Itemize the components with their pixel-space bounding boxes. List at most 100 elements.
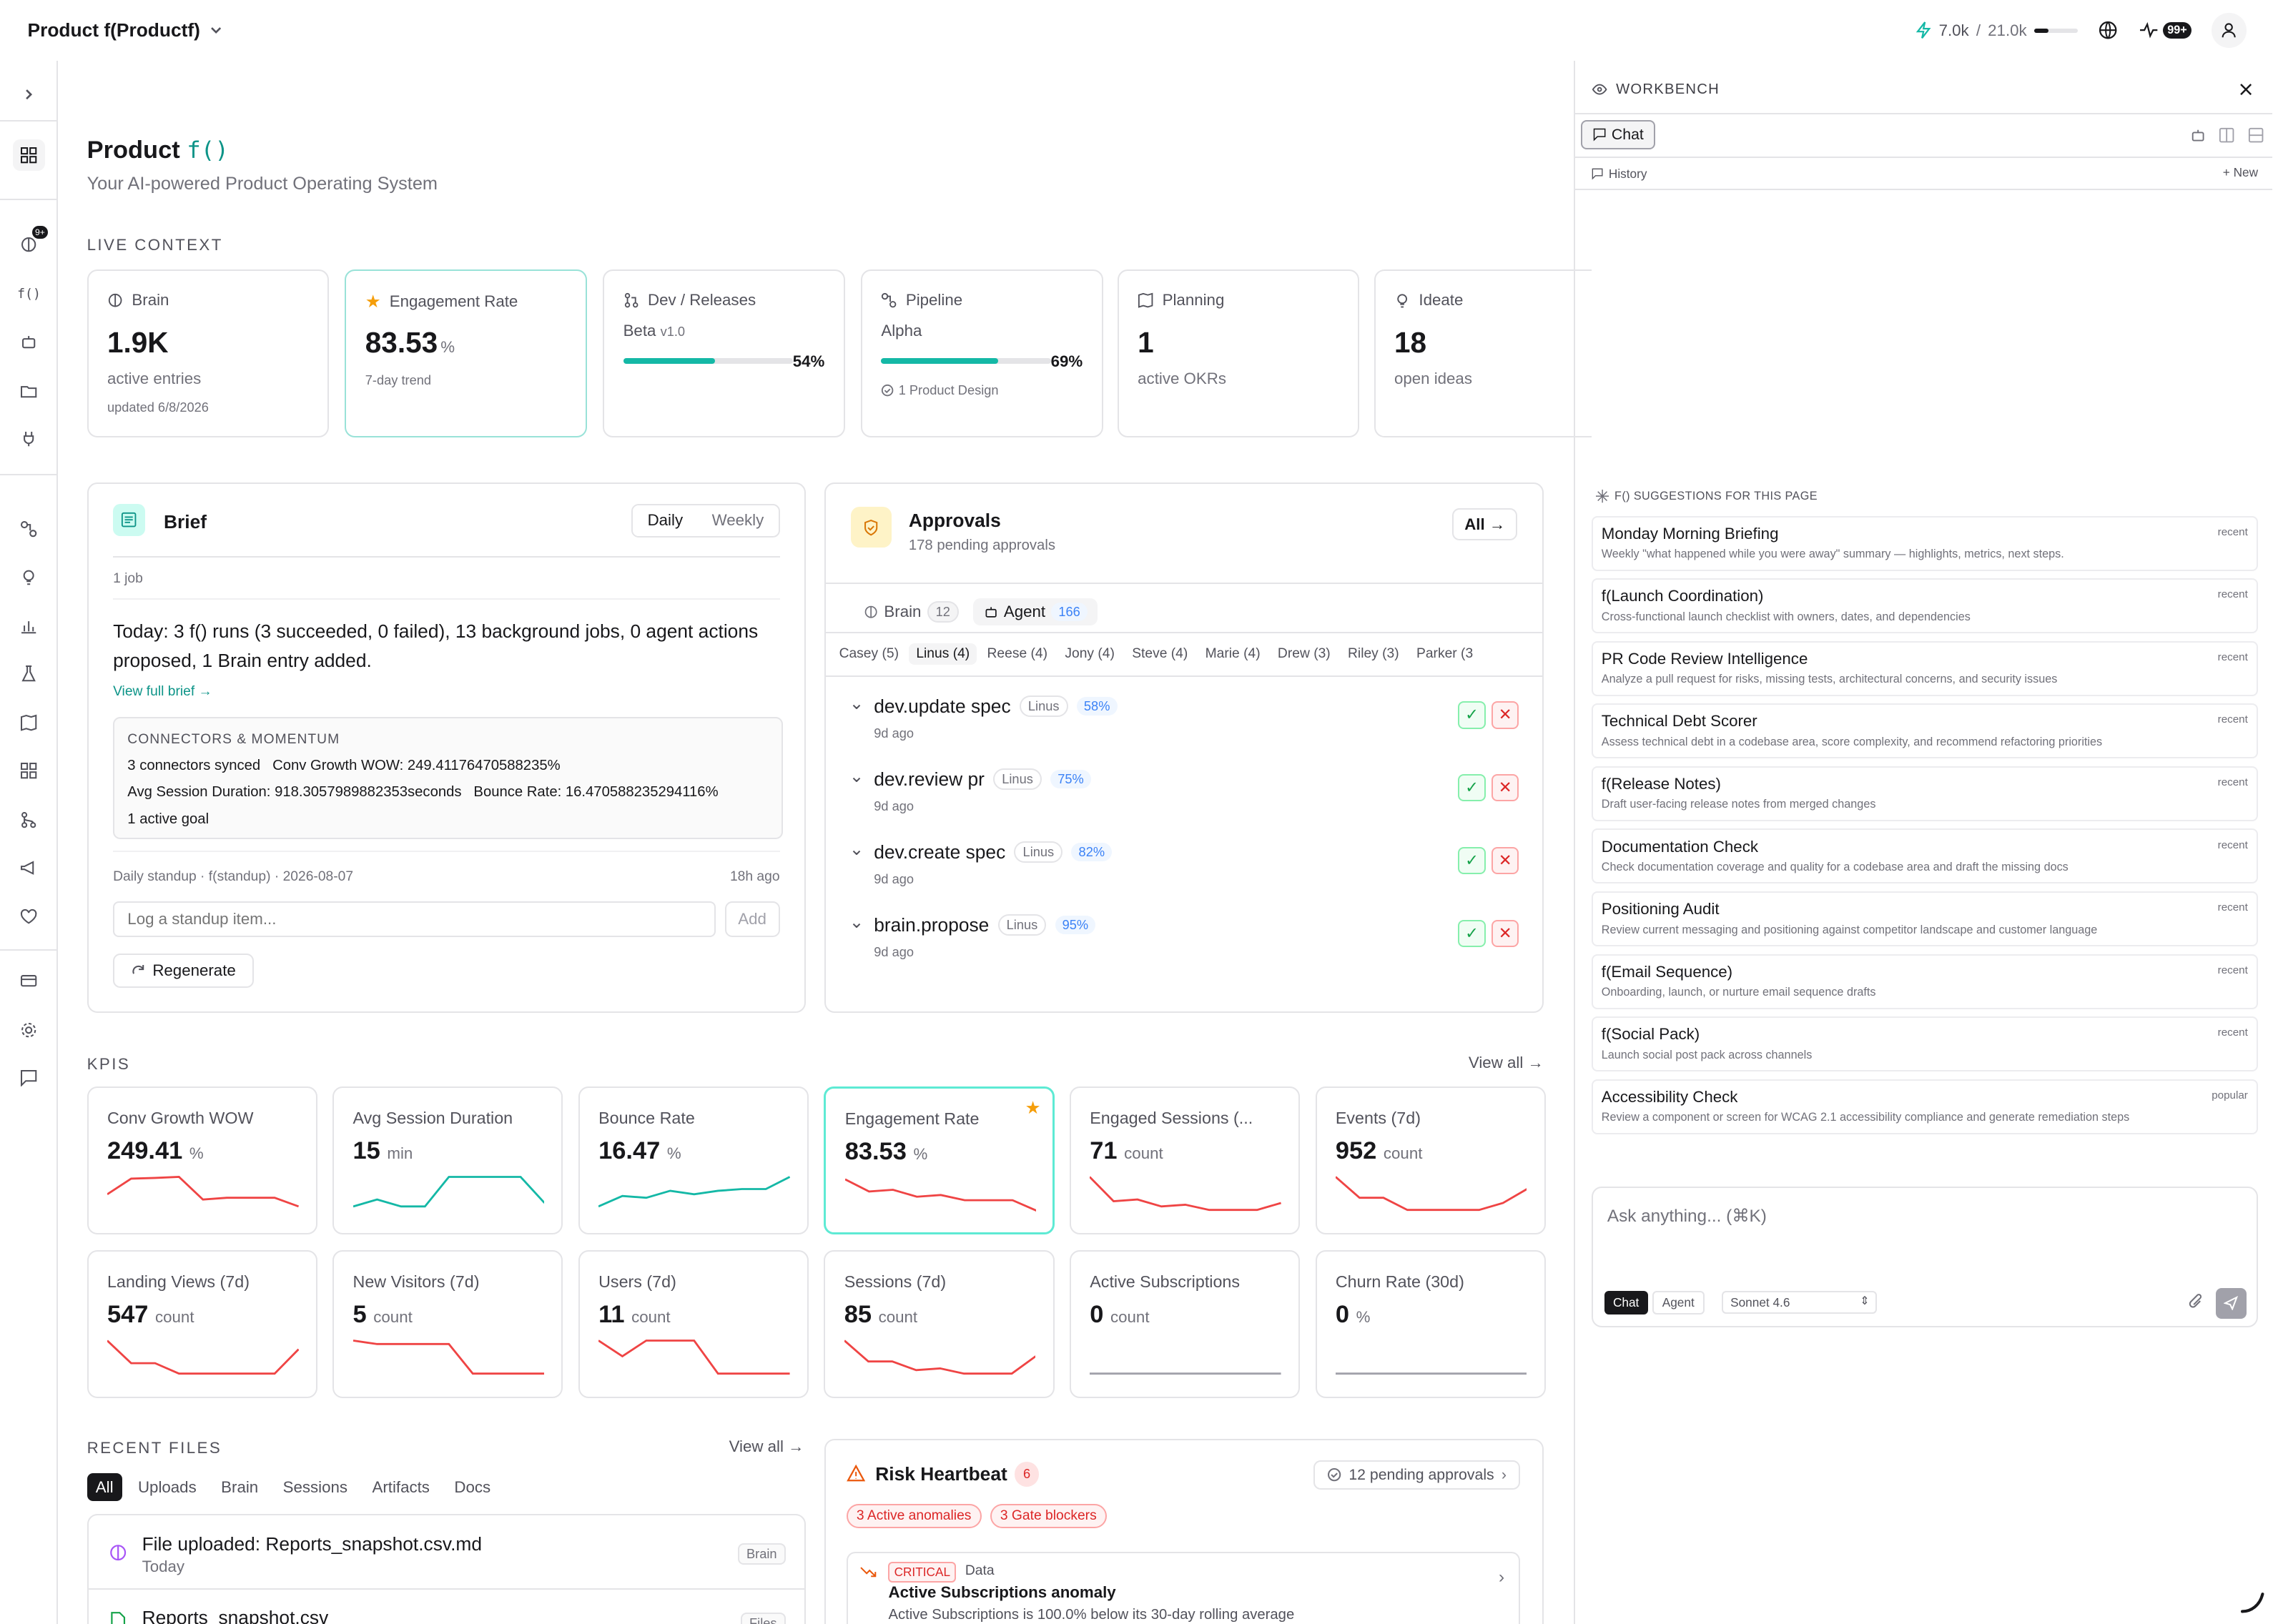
- add-button[interactable]: Add: [724, 901, 780, 938]
- kpi-card[interactable]: Active Subscriptions 0 count: [1069, 1250, 1301, 1399]
- functions-icon[interactable]: f(): [17, 286, 41, 302]
- kpi-card[interactable]: Events (7d) 952 count: [1315, 1086, 1546, 1234]
- folder-icon[interactable]: [13, 375, 45, 407]
- git-branch-icon[interactable]: [13, 804, 45, 836]
- reject-button[interactable]: ✕: [1491, 773, 1519, 802]
- reject-button[interactable]: ✕: [1491, 919, 1519, 948]
- kpi-card[interactable]: Churn Rate (30d) 0 %: [1315, 1250, 1546, 1399]
- gear-icon[interactable]: [13, 1014, 45, 1046]
- tab-daily[interactable]: Daily: [633, 505, 698, 536]
- kpi-card[interactable]: New Visitors (7d) 5 count: [332, 1250, 563, 1399]
- pending-approvals-button[interactable]: 12 pending approvals ›: [1313, 1460, 1521, 1490]
- split-view-icon[interactable]: [2219, 127, 2234, 143]
- suggestion-item[interactable]: Technical Debt Scorer Assess technical de…: [1591, 703, 2259, 759]
- person-filter[interactable]: Steve (4): [1132, 645, 1188, 661]
- chevron-down-icon[interactable]: ⌄: [849, 693, 864, 713]
- list-item[interactable]: Reports_snapshot.csv Files: [89, 1590, 804, 1624]
- person-filter[interactable]: Drew (3): [1277, 645, 1331, 661]
- brain-card[interactable]: Brain 1.9K active entries updated 6/8/20…: [87, 269, 330, 438]
- approve-button[interactable]: ✓: [1458, 919, 1486, 948]
- dashboard-icon[interactable]: [13, 139, 45, 172]
- engagement-card[interactable]: ★ Engagement Rate 83.53% 7-day trend: [345, 269, 587, 438]
- reject-button[interactable]: ✕: [1491, 846, 1519, 875]
- chevron-down-icon[interactable]: ⌄: [849, 912, 864, 932]
- message-icon[interactable]: [13, 1062, 45, 1094]
- view-full-brief-link[interactable]: View full brief →: [113, 683, 212, 699]
- list-item[interactable]: File uploaded: Reports_snapshot.csv.md T…: [88, 1515, 804, 1590]
- suggestion-item[interactable]: f(Release Notes) Draft user-facing releas…: [1591, 766, 2259, 821]
- flask-icon[interactable]: [13, 658, 45, 690]
- person-filter[interactable]: Reese (4): [987, 645, 1048, 661]
- files-view-all-link[interactable]: View all →: [729, 1437, 804, 1455]
- new-chat-button[interactable]: + New: [2222, 165, 2259, 180]
- planning-card[interactable]: Planning 1 active OKRs: [1117, 269, 1360, 438]
- suggestion-item[interactable]: Accessibility Check Review a component or…: [1591, 1079, 2259, 1134]
- person-filter[interactable]: Riley (3): [1348, 645, 1399, 661]
- close-icon[interactable]: [2239, 83, 2252, 96]
- approve-button[interactable]: ✓: [1458, 846, 1486, 875]
- approve-button[interactable]: ✓: [1458, 701, 1486, 729]
- person-filter[interactable]: Linus (4): [909, 643, 977, 665]
- suggestion-item[interactable]: Positioning Audit Review current messagin…: [1591, 891, 2259, 947]
- pipeline-icon[interactable]: [13, 513, 45, 545]
- suggestion-item[interactable]: Documentation Check Check documentation c…: [1591, 828, 2259, 884]
- megaphone-icon[interactable]: [13, 852, 45, 884]
- kpi-card[interactable]: Engaged Sessions (... 71 count: [1069, 1086, 1301, 1234]
- ideate-card[interactable]: Ideate 18 open ideas: [1374, 269, 1592, 438]
- tab-chat[interactable]: Chat: [1581, 120, 1656, 149]
- all-approvals-button[interactable]: All →: [1452, 508, 1518, 541]
- plug-icon[interactable]: [13, 423, 45, 455]
- tab-agent[interactable]: Agent 166: [973, 598, 1098, 626]
- bar-chart-icon[interactable]: [13, 610, 45, 642]
- panel-layout-icon[interactable]: [2248, 127, 2264, 143]
- person-filter[interactable]: Parker (3: [1416, 645, 1474, 661]
- kpi-card[interactable]: Landing Views (7d) 547 count: [87, 1250, 317, 1399]
- kpi-card[interactable]: Avg Session Duration 15 min: [332, 1086, 563, 1234]
- brain-icon[interactable]: 9+: [13, 226, 48, 261]
- kpi-card[interactable]: Users (7d) 11 count: [578, 1250, 809, 1399]
- heart-pulse-icon[interactable]: [13, 901, 45, 934]
- file-tab[interactable]: All: [87, 1473, 122, 1501]
- kpi-card[interactable]: Conv Growth WOW 249.41 %: [87, 1086, 317, 1234]
- mode-chat[interactable]: Chat: [1604, 1291, 1648, 1315]
- file-tab[interactable]: Docs: [454, 1477, 491, 1496]
- send-button[interactable]: [2216, 1287, 2247, 1319]
- kpi-card[interactable]: ★ Engagement Rate 83.53 %: [824, 1086, 1055, 1234]
- file-tab[interactable]: Brain: [221, 1477, 259, 1496]
- bot-icon[interactable]: [13, 326, 45, 358]
- approve-button[interactable]: ✓: [1458, 773, 1486, 802]
- dev-releases-card[interactable]: Dev / Releases Beta v1.0 54%: [603, 269, 845, 438]
- suggestion-item[interactable]: PR Code Review Intelligence Analyze a pul…: [1591, 640, 2259, 696]
- lightbulb-icon[interactable]: [13, 560, 45, 593]
- mode-agent[interactable]: Agent: [1652, 1291, 1705, 1315]
- kpi-card[interactable]: Bounce Rate 16.47 %: [578, 1086, 809, 1234]
- paperclip-icon[interactable]: [2187, 1294, 2204, 1311]
- person-filter[interactable]: Jony (4): [1065, 645, 1115, 661]
- file-tab[interactable]: Sessions: [282, 1477, 348, 1496]
- standup-input[interactable]: [113, 901, 716, 938]
- suggestion-item[interactable]: f(Email Sequence) Onboarding, launch, or …: [1591, 954, 2259, 1009]
- gate-blockers-chip[interactable]: 3 Gate blockers: [990, 1503, 1107, 1529]
- person-filter[interactable]: Casey (5): [839, 645, 899, 661]
- person-filter[interactable]: Marie (4): [1205, 645, 1261, 661]
- file-tab[interactable]: Artifacts: [372, 1477, 430, 1496]
- activity-button[interactable]: 99+: [2139, 21, 2191, 39]
- approval-row[interactable]: dev.create spec Linus 82% ⌄ 9d ago ✓ ✕: [849, 836, 1519, 908]
- tab-brain[interactable]: Brain 12: [864, 597, 960, 627]
- reject-button[interactable]: ✕: [1491, 701, 1519, 729]
- bot-icon[interactable]: [2190, 127, 2206, 143]
- suggestion-item[interactable]: Monday Morning Briefing Weekly "what happ…: [1591, 515, 2259, 571]
- globe-icon[interactable]: [2098, 20, 2118, 40]
- kpi-card[interactable]: Sessions (7d) 85 count: [824, 1250, 1055, 1399]
- credit-card-icon[interactable]: [13, 965, 45, 997]
- file-tab[interactable]: Uploads: [137, 1477, 197, 1496]
- usage-meter[interactable]: 7.0k / 21.0k: [1915, 21, 2078, 40]
- chevron-down-icon[interactable]: ⌄: [849, 766, 864, 786]
- approval-row[interactable]: dev.review pr Linus 75% ⌄ 9d ago ✓ ✕: [849, 763, 1519, 835]
- approval-row[interactable]: brain.propose Linus 95% ⌄ 9d ago ✓ ✕: [849, 908, 1519, 981]
- model-select[interactable]: Sonnet 4.6 ⇕: [1722, 1291, 1877, 1314]
- grid-icon[interactable]: [13, 755, 45, 787]
- workspace-switcher[interactable]: Product f(Productf): [28, 19, 224, 41]
- pipeline-card[interactable]: Pipeline Alpha 69% 1 Product Design: [861, 269, 1103, 438]
- risk-item[interactable]: CRITICAL Data Active Subscriptions anoma…: [846, 1551, 1521, 1624]
